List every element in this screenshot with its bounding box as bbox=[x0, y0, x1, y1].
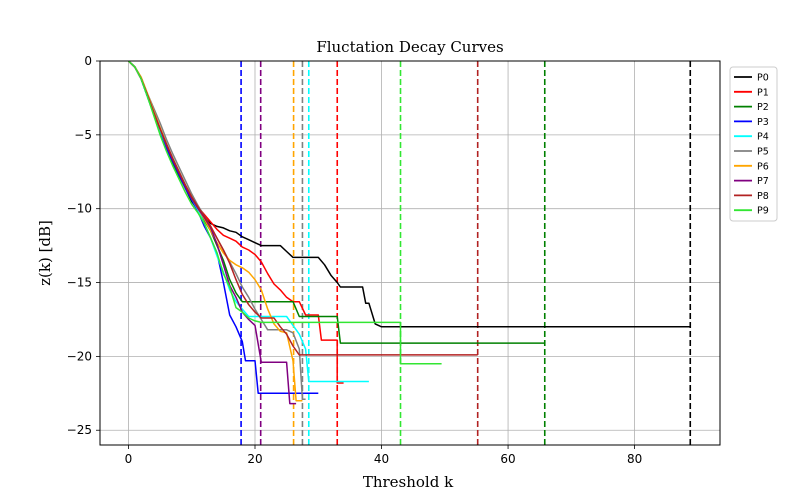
legend-label: P7 bbox=[757, 176, 769, 187]
grid bbox=[100, 60, 720, 445]
x-tick-label: 0 bbox=[125, 452, 133, 466]
y-tick-label: 0 bbox=[84, 54, 92, 68]
x-tick-label: 60 bbox=[500, 452, 515, 466]
legend-label: P3 bbox=[757, 117, 769, 128]
legend-label: P1 bbox=[757, 87, 769, 98]
series-line-p9 bbox=[127, 60, 442, 365]
legend-label: P9 bbox=[757, 206, 769, 217]
legend-box bbox=[729, 66, 778, 222]
plot-frame bbox=[99, 60, 721, 446]
threshold-lines bbox=[240, 61, 692, 445]
y-tick-label: −10 bbox=[67, 202, 92, 216]
y-tick-label: −5 bbox=[74, 128, 92, 142]
legend-label: P2 bbox=[757, 102, 769, 113]
legend-label: P0 bbox=[757, 73, 769, 84]
y-tick-label: −25 bbox=[67, 423, 92, 437]
legend-label: P6 bbox=[757, 161, 769, 172]
ticks: 0 20 40 60 80 0 −5 −10 −15 −20 −25 bbox=[67, 54, 643, 466]
legend-label: P5 bbox=[757, 147, 769, 158]
y-axis-label: z(k) [dB] bbox=[36, 220, 54, 286]
chart-title: Fluctation Decay Curves bbox=[316, 38, 503, 56]
x-tick-label: 20 bbox=[247, 452, 262, 466]
x-tick-label: 40 bbox=[374, 452, 389, 466]
legend-label: P8 bbox=[757, 191, 769, 202]
x-axis-label: Threshold k bbox=[363, 473, 454, 491]
legend: P0 P1 P2 P3 P4 P5 P6 P7 P8 P9 bbox=[729, 66, 778, 222]
y-tick-label: −15 bbox=[67, 276, 92, 290]
legend-label: P4 bbox=[757, 132, 769, 143]
x-tick-label: 80 bbox=[627, 452, 642, 466]
series-lines bbox=[127, 60, 691, 405]
y-tick-label: −20 bbox=[67, 349, 92, 363]
